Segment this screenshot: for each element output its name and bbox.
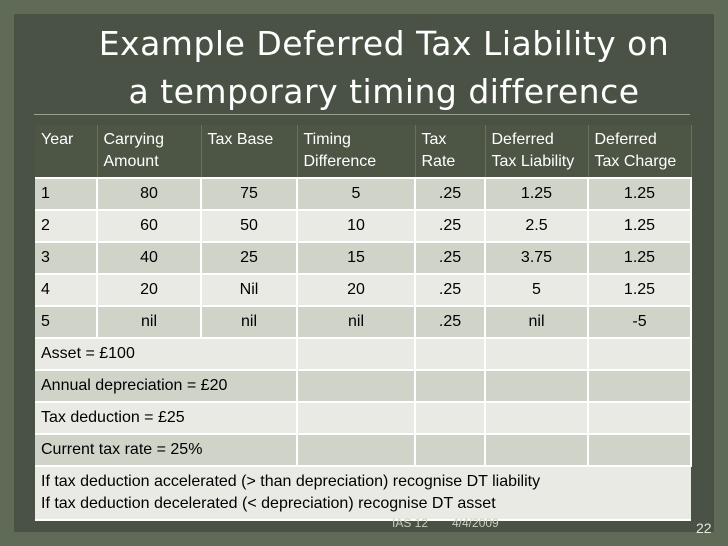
header-carrying-amount: Carrying Amount bbox=[97, 125, 202, 179]
note-liability-rule: If tax deduction accelerated (> than dep… bbox=[41, 473, 541, 490]
cell-tax-rate: .25 bbox=[415, 306, 486, 339]
cell-year: 5 bbox=[35, 306, 98, 339]
cell-tax-base: 50 bbox=[201, 210, 298, 243]
note-row-depreciation: Annual depreciation = £20 bbox=[35, 370, 692, 403]
cell-tax-base: 25 bbox=[201, 242, 298, 275]
cell-deferred-tax-charge: 1.25 bbox=[588, 274, 692, 307]
cell-carrying-amount: 80 bbox=[97, 178, 202, 211]
table-header-row: Year Carrying Amount Tax Base Timing Dif… bbox=[35, 125, 692, 179]
title-line-2: a temporary timing difference bbox=[128, 72, 640, 111]
cell-deferred-tax-liability: 3.75 bbox=[485, 242, 589, 275]
cell-carrying-amount: 20 bbox=[97, 274, 202, 307]
header-tax-rate: Tax Rate bbox=[415, 125, 486, 179]
note-row-tax-rate: Current tax rate = 25% bbox=[35, 434, 692, 467]
cell-carrying-amount: nil bbox=[97, 306, 202, 339]
note-row-tax-deduction: Tax deduction = £25 bbox=[35, 402, 692, 435]
cell-year: 3 bbox=[35, 242, 98, 275]
cell-deferred-tax-charge: -5 bbox=[588, 306, 692, 339]
cell-tax-base: nil bbox=[201, 306, 298, 339]
table-row: 5 nil nil nil .25 nil -5 bbox=[35, 306, 692, 339]
header-deferred-tax-liability: Deferred Tax Liability bbox=[485, 125, 589, 179]
note-recognition-rule: If tax deduction accelerated (> than dep… bbox=[35, 466, 691, 521]
header-timing-difference: Timing Difference bbox=[297, 125, 416, 179]
table-row: 3 40 25 15 .25 3.75 1.25 bbox=[35, 242, 692, 275]
note-asset: Asset = £100 bbox=[35, 338, 298, 371]
cell-deferred-tax-charge: 1.25 bbox=[588, 210, 692, 243]
cell-timing-difference: 15 bbox=[297, 242, 416, 275]
note-annual-depreciation: Annual depreciation = £20 bbox=[35, 370, 298, 403]
header-year: Year bbox=[35, 125, 98, 179]
table-row: 2 60 50 10 .25 2.5 1.25 bbox=[35, 210, 692, 243]
cell-tax-rate: .25 bbox=[415, 210, 486, 243]
cell-tax-rate: .25 bbox=[415, 178, 486, 211]
cell-timing-difference: 5 bbox=[297, 178, 416, 211]
note-current-tax-rate: Current tax rate = 25% bbox=[35, 434, 298, 467]
note-row-asset: Asset = £100 bbox=[35, 338, 692, 371]
note-asset-rule: If tax deduction decelerated (< deprecia… bbox=[41, 495, 496, 512]
cell-year: 1 bbox=[35, 178, 98, 211]
header-tax-base: Tax Base bbox=[201, 125, 298, 179]
cell-year: 4 bbox=[35, 274, 98, 307]
cell-tax-rate: .25 bbox=[415, 274, 486, 307]
cell-year: 2 bbox=[35, 210, 98, 243]
cell-timing-difference: nil bbox=[297, 306, 416, 339]
slide-title: Example Deferred Tax Liability on a temp… bbox=[54, 20, 714, 116]
cell-deferred-tax-liability: 1.25 bbox=[485, 178, 589, 211]
cell-deferred-tax-liability: 5 bbox=[485, 274, 589, 307]
deferred-tax-table: Year Carrying Amount Tax Base Timing Dif… bbox=[35, 125, 692, 521]
table-row: 1 80 75 5 .25 1.25 1.25 bbox=[35, 178, 692, 211]
cell-carrying-amount: 40 bbox=[97, 242, 202, 275]
cell-deferred-tax-liability: 2.5 bbox=[485, 210, 589, 243]
cell-timing-difference: 20 bbox=[297, 274, 416, 307]
title-line-1: Example Deferred Tax Liability on bbox=[98, 24, 670, 63]
cell-deferred-tax-charge: 1.25 bbox=[588, 242, 692, 275]
cell-tax-base: 75 bbox=[201, 178, 298, 211]
cell-deferred-tax-charge: 1.25 bbox=[588, 178, 692, 211]
cell-timing-difference: 10 bbox=[297, 210, 416, 243]
slide-number: 22 bbox=[696, 520, 712, 536]
cell-tax-base: Nil bbox=[201, 274, 298, 307]
footer-date: 4/4/2009 bbox=[452, 516, 499, 530]
footer-standard: IAS 12 bbox=[392, 516, 429, 530]
table-row: 4 20 Nil 20 .25 5 1.25 bbox=[35, 274, 692, 307]
note-tax-deduction: Tax deduction = £25 bbox=[35, 402, 298, 435]
title-divider bbox=[34, 114, 690, 115]
header-deferred-tax-charge: Deferred Tax Charge bbox=[588, 125, 692, 179]
cell-deferred-tax-liability: nil bbox=[485, 306, 589, 339]
cell-carrying-amount: 60 bbox=[97, 210, 202, 243]
cell-tax-rate: .25 bbox=[415, 242, 486, 275]
note-row-recognition: If tax deduction accelerated (> than dep… bbox=[35, 466, 691, 521]
